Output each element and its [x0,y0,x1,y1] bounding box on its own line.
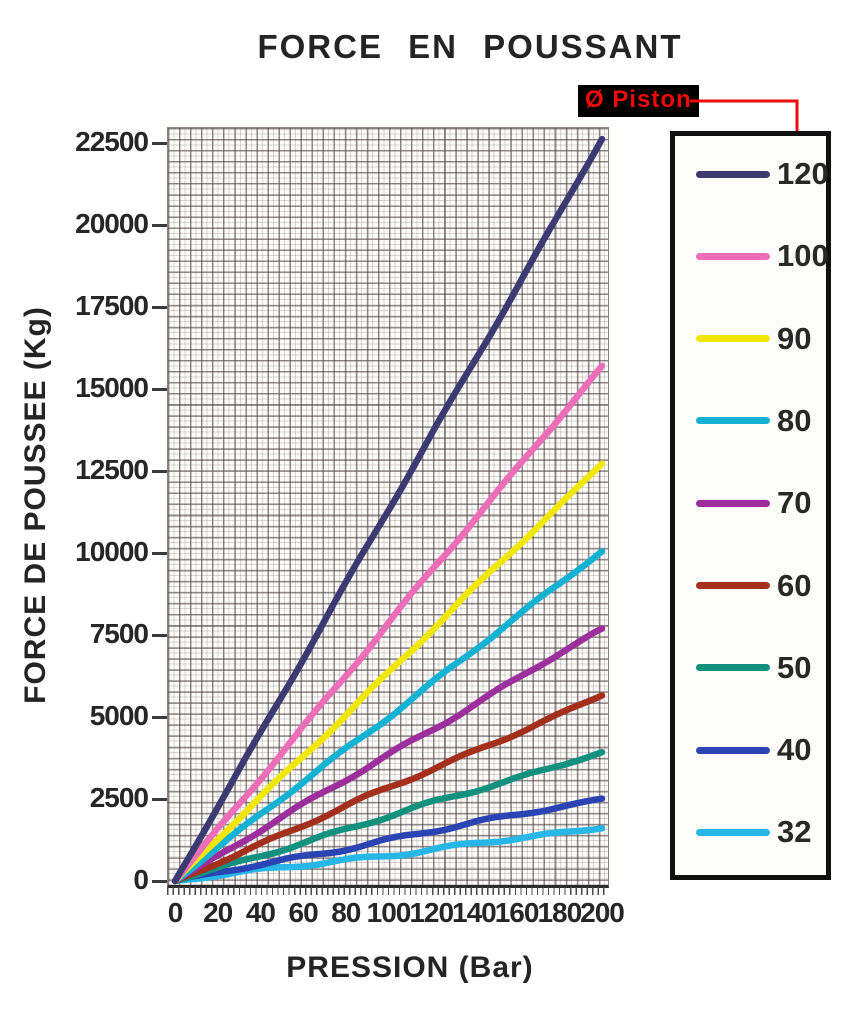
x-axis-tick-comb [167,887,608,895]
legend-item-40: 40 [675,728,826,772]
y-tick-label: 0 [133,864,149,895]
legend-item-70: 70 [675,481,826,525]
legend-item-50: 50 [675,646,826,690]
y-tick-label: 2500 [89,782,149,813]
y-tick-mark [152,715,167,719]
y-tick-mark [152,387,167,391]
x-axis-title: PRESSION (Bar) [286,951,534,984]
legend-swatch-120 [696,170,770,178]
x-tick-label: 100 [366,897,412,928]
y-tick-label: 12500 [75,454,149,485]
x-tick-label: 120 [409,897,454,928]
legend-swatch-50 [696,664,770,672]
y-tick-mark [152,797,167,801]
legend-item-90: 90 [675,317,826,361]
piston-diameter-annotation-label: Ø Piston [585,86,692,113]
y-tick-mark [152,633,167,637]
y-tick-label: 10000 [75,536,149,567]
legend-item-100: 100 [675,234,829,278]
y-tick-label: 5000 [89,700,149,731]
legend-label-100: 100 [777,238,829,274]
x-tick-label: 40 [245,897,276,928]
legend-item-120: 120 [675,152,829,196]
y-tick-label: 7500 [89,618,149,649]
legend-item-80: 80 [675,399,826,443]
y-tick-mark [152,305,167,309]
x-tick-label: 160 [494,897,540,928]
legend-swatch-70 [696,499,770,507]
y-tick-label: 17500 [75,290,149,321]
y-tick-mark [152,469,167,473]
x-tick-label: 140 [452,897,497,928]
x-tick-label: 0 [167,897,184,928]
y-tick-label: 22500 [75,126,149,157]
chart-title: FORCE EN POUSSANT [257,28,683,65]
legend-label-50: 50 [777,649,812,685]
x-tick-label: 60 [288,897,319,928]
y-tick-mark [152,223,167,227]
x-tick-label: 200 [580,897,625,928]
legend-label-80: 80 [777,402,812,438]
legend-label-60: 60 [777,567,812,603]
legend-swatch-60 [696,582,770,589]
y-tick-label: 15000 [75,372,149,403]
legend-label-40: 40 [777,732,812,768]
y-tick-mark [152,551,167,555]
legend-item-60: 60 [675,564,826,608]
legend-swatch-40 [696,746,770,754]
y-tick-mark [152,879,167,883]
x-tick-label: 180 [537,897,582,928]
legend-label-90: 90 [777,320,812,356]
x-tick-label: 20 [203,897,233,928]
legend-swatch-32 [696,828,770,836]
legend-label-120: 120 [777,156,829,191]
y-tick-label: 20000 [75,208,149,239]
plot-grid [167,127,609,888]
legend-swatch-90 [696,335,770,343]
legend-label-70: 70 [777,485,812,521]
y-tick-mark [152,141,167,145]
piston-diameter-annotation: Ø Piston [578,85,699,117]
legend-swatch-80 [696,417,770,425]
x-tick-label: 80 [331,897,361,928]
legend-item-32: 32 [675,810,826,854]
legend-box: 120 100 90 80 70 60 50 40 32 [670,131,831,880]
legend-swatch-100 [696,252,770,260]
legend-label-32: 32 [777,814,812,850]
